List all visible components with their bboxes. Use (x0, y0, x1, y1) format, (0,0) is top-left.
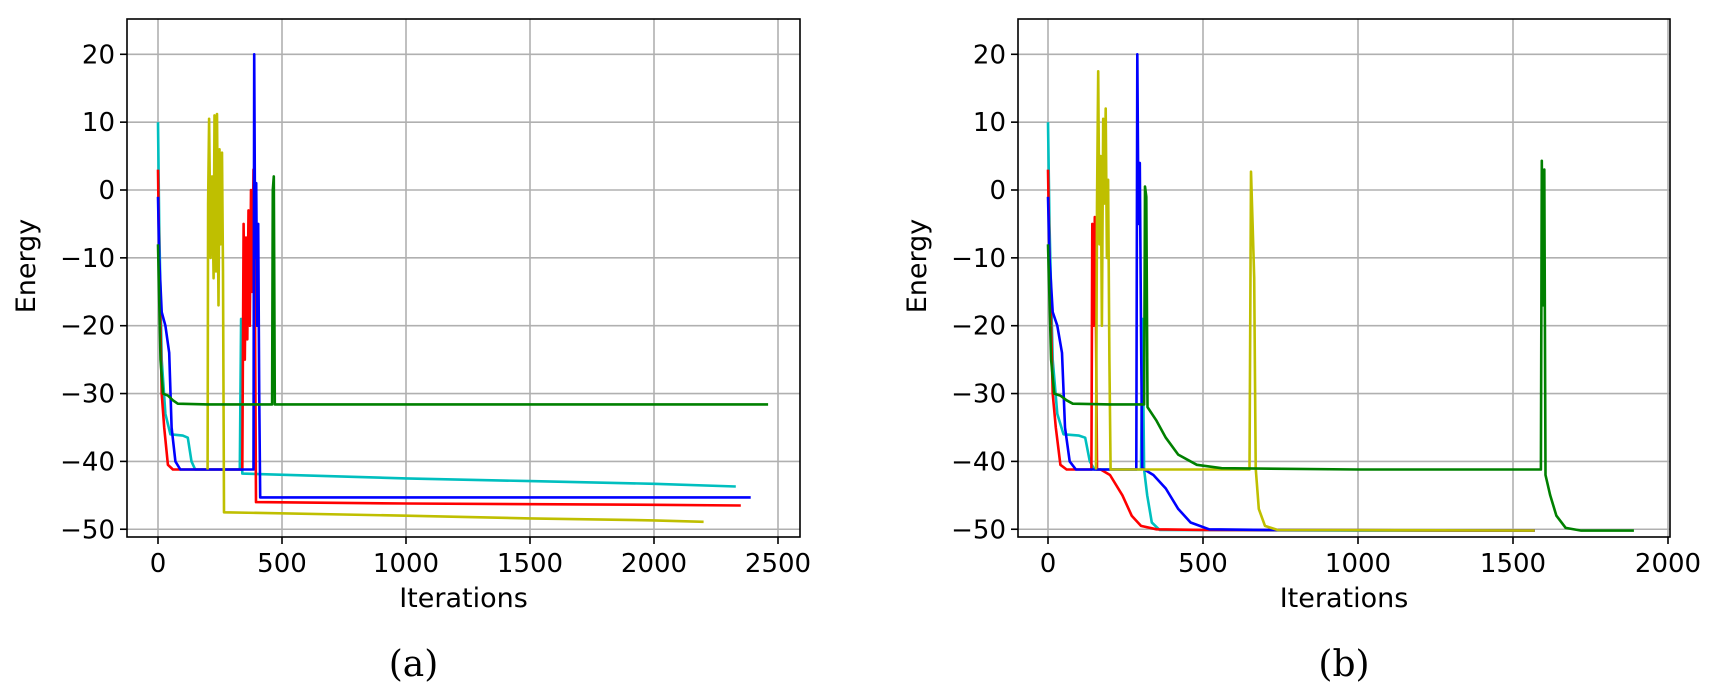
y-tick-label: −50 (60, 515, 115, 545)
series-red (156, 168, 741, 507)
x-tick-label: 2000 (621, 549, 687, 579)
x-axis-title: Iterations (1280, 583, 1409, 614)
x-tick-label: 2000 (1635, 549, 1701, 579)
series-green (156, 175, 769, 406)
x-axis-title: Iterations (399, 583, 528, 614)
x-tick-label: 1500 (497, 549, 563, 579)
axes-frame (1017, 18, 1671, 538)
y-tick-label: −40 (951, 447, 1006, 477)
y-tick-label: 20 (973, 40, 1006, 70)
panel-caption: (a) (389, 644, 439, 685)
x-tick-label: 500 (1178, 549, 1228, 579)
y-tick-label: −10 (951, 244, 1006, 274)
y-tick-label: 20 (82, 40, 115, 70)
x-tick-label: 500 (257, 549, 307, 579)
series-blue (156, 53, 751, 499)
y-tick-label: −50 (951, 515, 1006, 545)
x-tick-label: 1500 (1480, 549, 1546, 579)
series-yellow (1094, 70, 1535, 532)
chart-panel-b: 0 500 1000 1500 2000 20 10 0 −10 −20 −30 −40 −50 Iter… (902, 18, 1701, 685)
y-tick-label: −20 (951, 312, 1006, 342)
y-tick-label: −20 (60, 312, 115, 342)
x-tick-label: 0 (1040, 549, 1057, 579)
y-axis-title: Energy (902, 219, 933, 314)
y-tick-label: −30 (60, 380, 115, 410)
y-tick-label: −10 (60, 244, 115, 274)
y-tick-label: −30 (951, 380, 1006, 410)
series-yellow (206, 112, 704, 524)
series-blue (1046, 53, 1535, 532)
panel-caption: (b) (1318, 644, 1369, 685)
chart-panel-a: 0 500 1000 1500 2000 2500 20 10 0 −10 −20 −30 −40 −50… (11, 18, 811, 685)
y-axis-title: Energy (11, 219, 42, 314)
series-green (1046, 159, 1634, 532)
y-tick-label: 10 (82, 108, 115, 138)
series-red (1046, 169, 1535, 532)
axes-frame (126, 18, 801, 538)
y-tick-label: 10 (973, 108, 1006, 138)
x-tick-label: 0 (150, 549, 167, 579)
y-tick-label: −40 (60, 447, 115, 477)
y-tick-label: 0 (98, 176, 115, 206)
x-tick-label: 1000 (373, 549, 439, 579)
y-tick-label: 0 (989, 176, 1006, 206)
x-tick-label: 1000 (1325, 549, 1391, 579)
x-tick-label: 2500 (745, 549, 811, 579)
